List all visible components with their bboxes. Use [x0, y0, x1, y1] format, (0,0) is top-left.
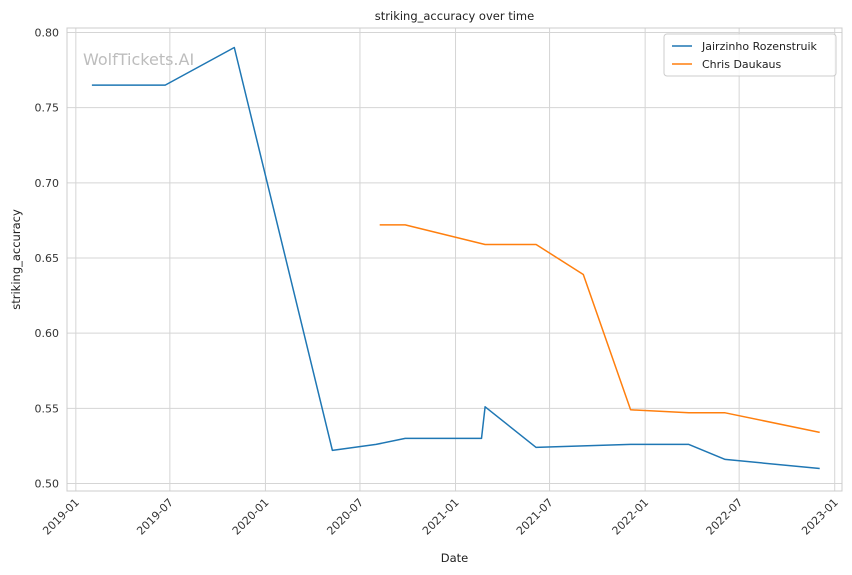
y-tick-label: 0.60 [35, 327, 60, 340]
data-point [379, 224, 381, 226]
y-tick-label: 0.70 [35, 177, 60, 190]
x-tick-label: 2019-07 [134, 496, 176, 538]
x-tick-label: 2020-01 [230, 496, 272, 538]
legend-box [663, 33, 837, 77]
data-point [688, 412, 690, 414]
data-point [688, 443, 690, 445]
data-point [404, 224, 406, 226]
x-tick-label: 2022-01 [610, 496, 652, 538]
data-point [535, 446, 537, 448]
legend: Jairzinho Rozenstruik Chris Daukaus [663, 33, 837, 77]
y-axis-title: striking_accuracy [9, 209, 23, 310]
y-tick-label: 0.65 [35, 252, 60, 265]
plot-area [66, 27, 843, 492]
data-point [404, 437, 406, 439]
x-tick-label: 2022-07 [704, 496, 746, 538]
data-point [375, 443, 377, 445]
data-point [484, 243, 486, 245]
x-gridlines [75, 28, 836, 491]
series-line [379, 224, 820, 434]
data-point [582, 273, 584, 275]
x-axis-title: Date [441, 551, 469, 565]
y-tick-labels: 0.50 0.55 0.60 0.65 0.70 0.75 0.80 [35, 27, 60, 491]
x-tick-label: 2021-01 [420, 496, 462, 538]
y-tick-label: 0.75 [35, 102, 60, 115]
data-point [233, 46, 235, 48]
series-lines [91, 46, 820, 470]
x-tick-label: 2020-07 [324, 496, 366, 538]
data-point [629, 443, 631, 445]
y-tick-label: 0.50 [35, 477, 60, 490]
data-point [818, 467, 820, 469]
data-point [724, 458, 726, 460]
data-point [535, 243, 537, 245]
y-tick-label: 0.80 [35, 27, 60, 40]
data-point [818, 431, 820, 433]
y-tick-label: 0.55 [35, 402, 60, 415]
data-point [484, 406, 486, 408]
data-point [629, 409, 631, 411]
data-point [164, 84, 166, 86]
watermark-text: WolfTickets.AI [83, 50, 194, 69]
y-gridlines [67, 32, 842, 484]
series-line [91, 46, 820, 470]
legend-label: Chris Daukaus [702, 58, 782, 71]
x-tick-label: 2023-01 [799, 496, 841, 538]
x-tick-labels: 2019-01 2019-07 2020-01 2020-07 2021-01 2021-… [40, 496, 841, 538]
x-tick-label: 2021-07 [514, 496, 556, 538]
data-point [331, 449, 333, 451]
data-point [724, 412, 726, 414]
data-point [91, 84, 93, 86]
legend-label: Jairzinho Rozenstruik [701, 40, 818, 53]
data-point [480, 437, 482, 439]
x-tick-label: 2019-01 [40, 496, 82, 538]
chart-title: striking_accuracy over time [375, 9, 534, 23]
